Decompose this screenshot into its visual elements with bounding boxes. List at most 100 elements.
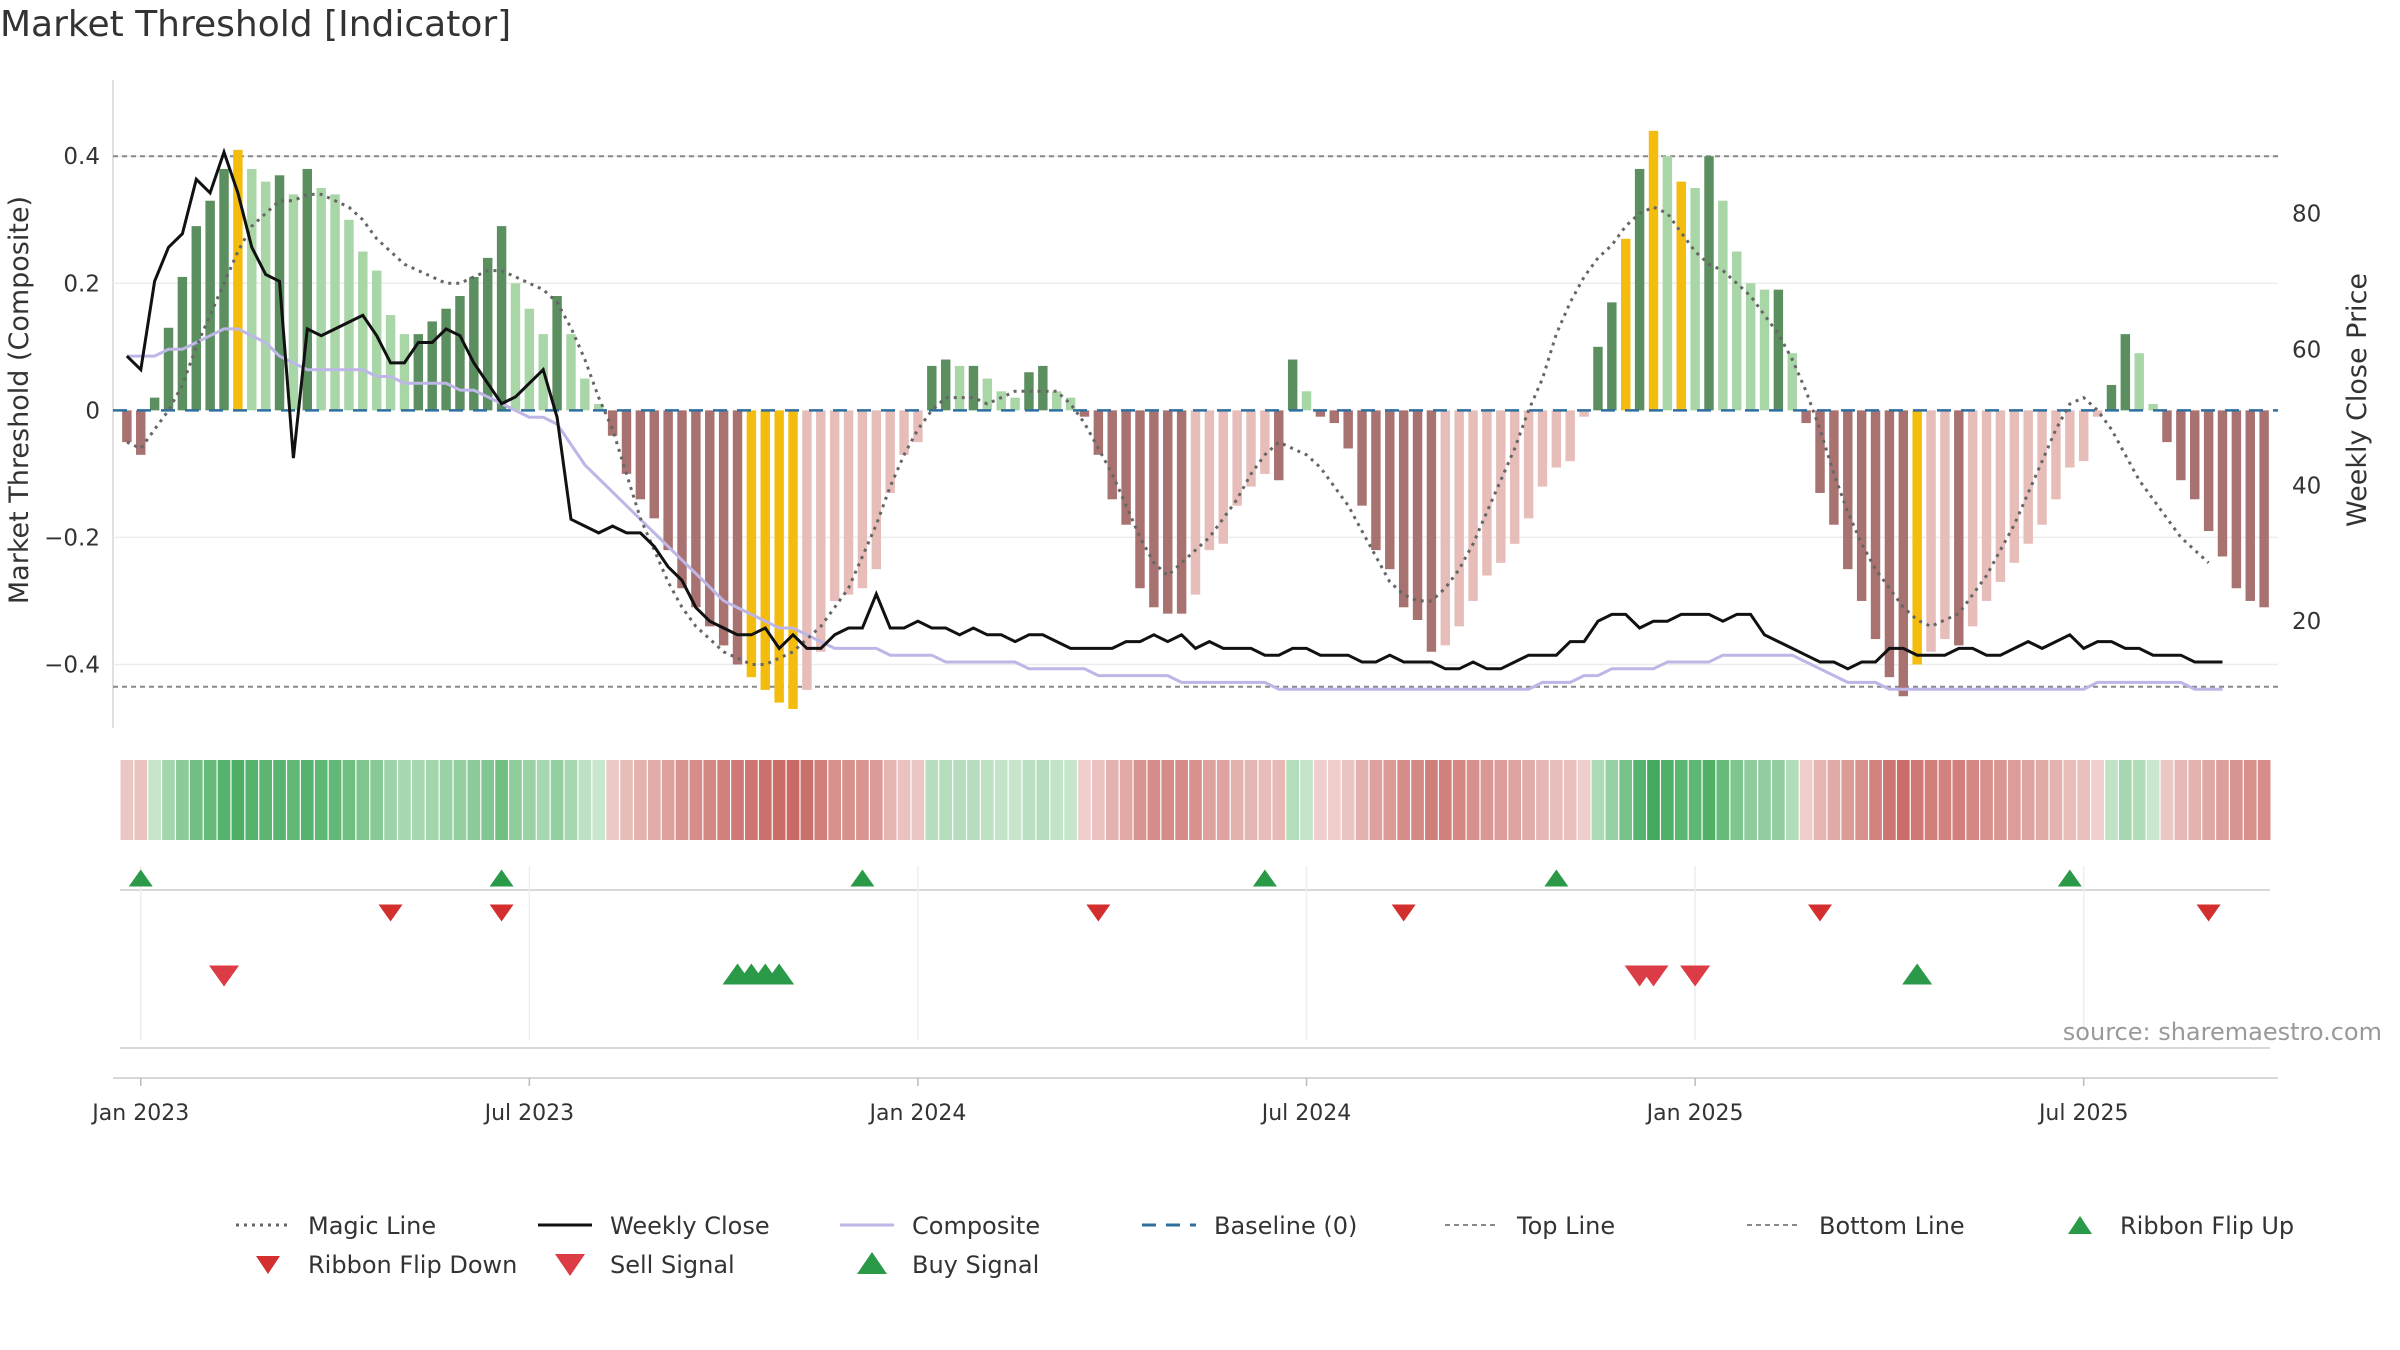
ribbon-cell: [328, 760, 342, 840]
composite-bar: [510, 283, 521, 411]
composite-bar: [2148, 404, 2158, 411]
ribbon-flip-down-marker: [378, 904, 403, 922]
composite-bar: [1926, 410, 1936, 652]
legend-item-buy-signal: Buy Signal: [857, 1251, 1039, 1279]
ribbon-cell: [1452, 760, 1466, 840]
ribbon-cell: [1508, 760, 1522, 840]
ribbon-flip-up-marker: [2057, 869, 2082, 887]
ribbon-cell: [1438, 760, 1452, 840]
ribbon-cell: [1022, 760, 1036, 840]
x-tick-label: Jan 2024: [867, 1101, 966, 1126]
ribbon-cell: [1230, 760, 1244, 840]
sell-signal-marker: [1680, 965, 1711, 987]
ribbon-cell: [314, 760, 328, 840]
composite-bar: [621, 410, 632, 474]
ribbon-cell: [772, 760, 786, 840]
ribbon-cell: [1258, 760, 1272, 840]
composite-bar: [1759, 289, 1770, 411]
composite-bar: [1551, 410, 1562, 468]
ribbon-cell: [1591, 760, 1605, 840]
composite-bar: [1093, 410, 1104, 455]
y2-axis-label: Weekly Close Price: [2342, 273, 2373, 527]
triangle-down-icon: [256, 1256, 280, 1274]
composite-bar: [205, 200, 215, 411]
composite-bar: [2037, 410, 2047, 525]
ribbon-cell: [1272, 760, 1286, 840]
composite-bar: [177, 276, 188, 411]
composite-bar: [1079, 410, 1090, 417]
composite-bar: [1426, 410, 1437, 652]
composite-bar: [913, 410, 923, 443]
composite-bar: [482, 257, 493, 411]
composite-bar: [469, 276, 479, 411]
composite-bar: [122, 410, 132, 443]
ribbon-cell: [1549, 760, 1563, 840]
composite-bar: [1176, 410, 1187, 614]
sell-signal-marker: [209, 965, 240, 987]
composite-bar: [1024, 372, 1034, 411]
ribbon-cell: [1300, 760, 1313, 840]
composite-bar: [1232, 410, 1242, 506]
ribbon-cell: [2049, 760, 2063, 840]
ribbon-cell: [980, 760, 994, 840]
composite-bar: [816, 410, 826, 652]
composite-bar: [2106, 384, 2117, 411]
ribbon-cell: [953, 760, 966, 840]
composite-bar: [746, 410, 757, 678]
composite-bar: [1745, 283, 1756, 411]
ribbon-flip-up-marker: [1252, 869, 1277, 887]
composite-bar: [1287, 359, 1298, 411]
ribbon-cell: [467, 760, 481, 840]
composite-bar: [455, 296, 465, 411]
composite-bar: [1218, 410, 1228, 544]
composite-bar: [1440, 410, 1451, 646]
composite-bar: [663, 410, 673, 551]
ribbon-cell: [564, 760, 578, 840]
ribbon-cell: [911, 760, 925, 840]
composite-bar: [982, 378, 993, 411]
composite-bar: [677, 410, 687, 589]
composite-bar: [2176, 410, 2186, 481]
svg-text:Magic Line: Magic Line: [308, 1212, 436, 1240]
y-tick-label: 0: [85, 398, 100, 424]
composite-bar: [954, 365, 965, 411]
composite-bar: [1718, 200, 1728, 411]
composite-bar: [2203, 410, 2214, 532]
composite-bar: [1954, 410, 1964, 646]
ribbon-cell: [148, 760, 161, 840]
ribbon-cell: [273, 760, 286, 840]
composite-bar: [2009, 410, 2020, 563]
ribbon-cell: [134, 760, 148, 840]
composite-bar: [1676, 181, 1686, 411]
buy-signal-marker: [764, 963, 795, 985]
legend-item-bottom-line: Bottom Line: [1747, 1212, 1965, 1240]
x-tick-label: Jan 2023: [90, 1101, 189, 1126]
ribbon-cell: [481, 760, 495, 840]
ribbon-cell: [162, 760, 175, 840]
ribbon-cell: [453, 760, 467, 840]
ribbon-cell: [495, 760, 508, 840]
composite-bar: [1634, 168, 1645, 411]
ribbon-cell: [1397, 760, 1411, 840]
legend-item-ribbon-flip-up: Ribbon Flip Up: [2068, 1212, 2294, 1240]
ribbon-cell: [967, 760, 980, 840]
composite-bar: [2231, 410, 2242, 589]
ribbon-cell: [1730, 760, 1744, 840]
composite-bar: [191, 226, 201, 411]
composite-bar: [316, 188, 326, 411]
ribbon-cell: [1203, 760, 1216, 840]
composite-bar: [441, 308, 451, 411]
composite-bar: [1967, 410, 1978, 627]
ribbon-cell: [259, 760, 272, 840]
composite-bar: [1995, 410, 2006, 582]
ribbon-cell: [1064, 760, 1077, 840]
ribbon-cell: [2077, 760, 2091, 840]
ribbon-flip-up-marker: [1544, 869, 1569, 887]
ribbon-cell: [217, 760, 231, 840]
composite-bar: [968, 365, 979, 411]
y-tick-label: 0.2: [63, 271, 100, 297]
ribbon-cell: [1216, 760, 1230, 840]
composite-bar: [1149, 410, 1159, 608]
composite-bar: [1648, 130, 1659, 411]
ribbon-cell: [745, 760, 758, 840]
